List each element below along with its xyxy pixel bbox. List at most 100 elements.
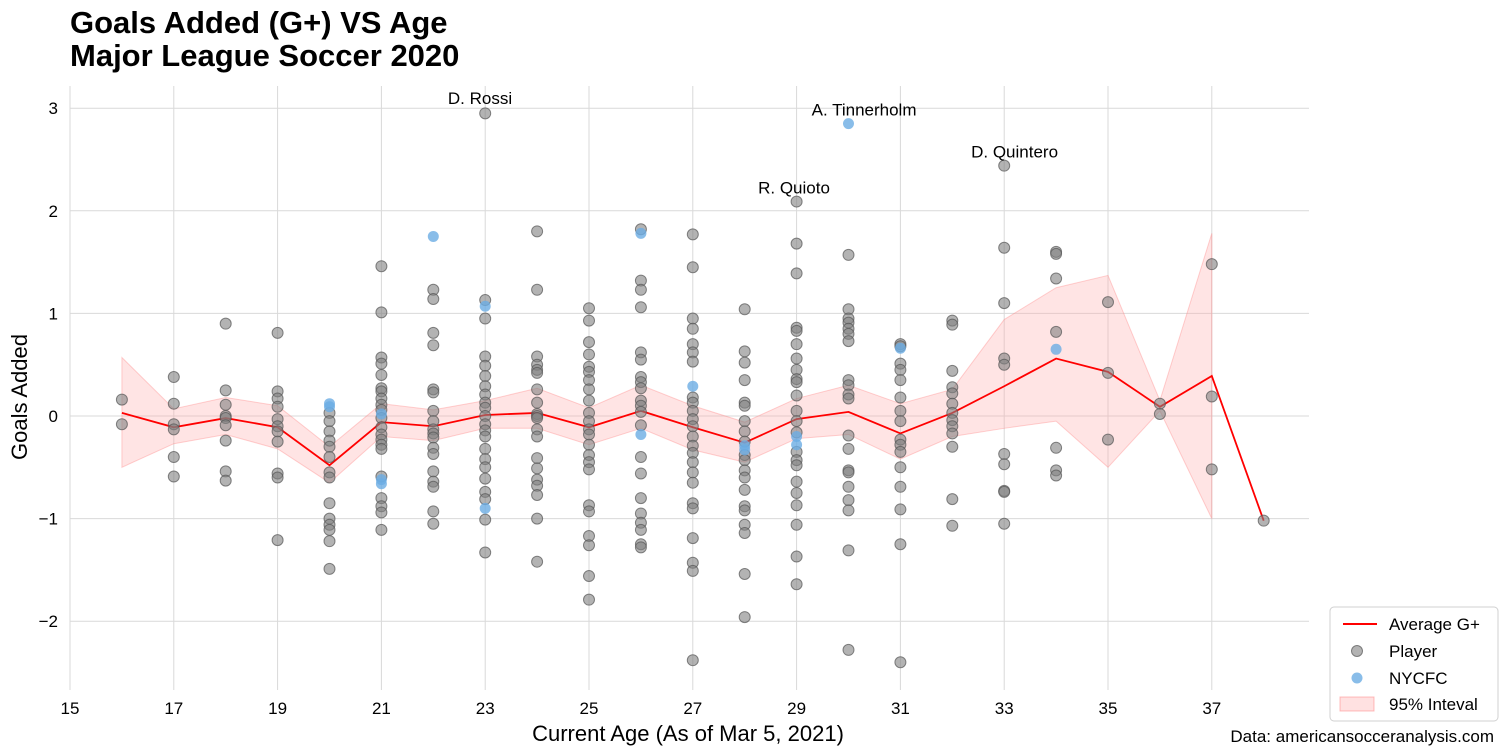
player-point [427,517,440,530]
legend-player-label: Player [1389,642,1438,661]
player-point [427,339,440,352]
player-point [219,317,232,330]
player-point [946,387,959,400]
player-point [790,550,803,563]
player-point [479,107,492,120]
player-point [219,384,232,397]
player-point [427,326,440,339]
player-point [219,419,232,432]
player-annotation: R. Quioto [758,178,830,197]
player-point [686,420,699,433]
x-tick-label: 35 [1099,699,1118,718]
player-point [531,462,544,475]
chart-title-line-2: Major League Soccer 2020 [70,38,459,73]
player-point [842,504,855,517]
grid-lines [69,86,1309,690]
player-annotation: D. Rossi [448,89,512,108]
player-point [634,492,647,505]
player-point [531,283,544,296]
player-point [998,358,1011,371]
player-point [842,480,855,493]
player-point [790,404,803,417]
player-point [894,363,907,376]
player-point [1050,325,1063,338]
ci-band [121,233,1213,519]
player-point [583,394,595,407]
player-point [998,458,1011,471]
player-point [479,442,492,455]
x-tick-label: 27 [683,699,702,718]
player-point [531,396,544,409]
player-point [842,429,855,442]
player-point [167,451,180,464]
player-point [479,513,492,526]
player-point [323,523,336,536]
player-point [479,461,492,474]
player-point [686,312,699,325]
chart-title-line-1: Goals Added (G+) VS Age [70,5,448,40]
player-point [686,261,699,274]
player-point [998,241,1011,254]
y-tick-label: 2 [49,202,58,221]
player-point [790,499,803,512]
player-point [219,398,232,411]
player-point [271,534,284,547]
player-point [219,434,232,447]
player-point [634,405,647,418]
player-point [686,654,699,667]
player-point [686,466,699,479]
player-point [894,538,907,551]
player-point [323,415,336,428]
player-point [738,568,751,581]
y-tick-label: 3 [49,99,58,118]
nycfc-point [375,478,387,490]
y-axis-label: Goals Added [7,334,32,460]
y-tick-label: −1 [39,510,58,529]
player-point [375,368,388,381]
player-point [998,297,1011,310]
player-point [894,656,907,669]
player-point [946,440,959,453]
player-point [998,447,1011,460]
x-tick-label: 21 [372,699,391,718]
player-points [115,107,1270,669]
player-point [583,593,595,606]
player-point [427,404,440,417]
nycfc-point [1050,343,1062,355]
x-tick-label: 25 [580,699,599,718]
player-point [634,353,647,366]
player-point [583,505,595,518]
legend-ci-label: 95% Inteval [1389,695,1478,714]
player-point [375,306,388,319]
player-point [790,376,803,389]
player-point [479,430,492,443]
player-point [634,523,647,536]
nycfc-point [427,230,439,242]
player-point [946,318,959,331]
player-point [531,412,544,425]
player-point [271,400,284,413]
player-point [842,466,855,479]
player-point [323,535,336,548]
player-point [790,195,803,208]
nycfc-point [479,502,491,514]
player-point [738,356,751,369]
player-point [790,475,803,488]
player-point [738,471,751,484]
player-point [271,326,284,339]
legend: Average G+ Player NYCFC 95% Inteval [1329,606,1499,722]
player-point [790,578,803,591]
player-point [479,359,492,372]
player-point [998,485,1011,498]
player-point [583,463,595,476]
player-point [738,303,751,316]
player-point [271,435,284,448]
nycfc-point [479,300,491,312]
player-point [323,451,336,464]
player-point [894,374,907,387]
player-point [583,314,595,327]
player-point [946,519,959,532]
player-annotation: A. Tinnerholm [812,100,917,119]
y-tick-labels: −2 −1 0 1 2 3 [39,99,58,631]
player-point [790,237,803,250]
